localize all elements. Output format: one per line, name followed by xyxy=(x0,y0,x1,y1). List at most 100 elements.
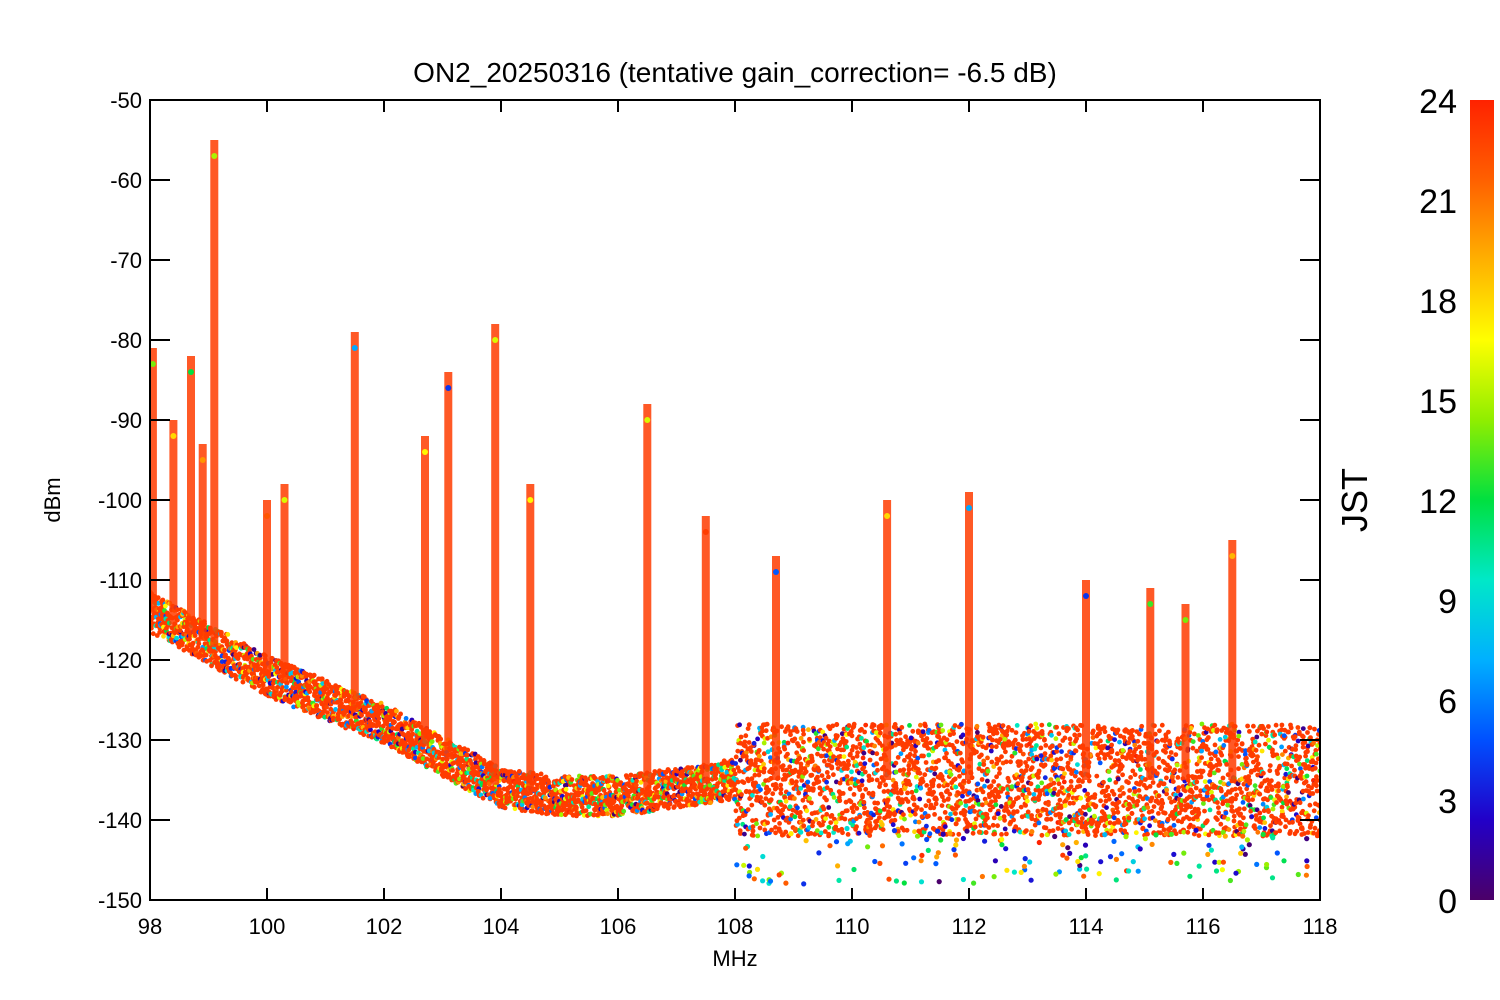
noise-point xyxy=(324,704,329,710)
noise-point xyxy=(989,799,994,805)
noise-point xyxy=(755,736,760,742)
noise-point xyxy=(569,777,575,782)
noise-point xyxy=(1033,721,1039,727)
noise-point xyxy=(861,745,867,751)
noise-point xyxy=(1073,748,1078,753)
noise-point xyxy=(1035,808,1041,814)
noise-point xyxy=(1115,751,1120,757)
noise-point xyxy=(948,811,953,817)
noise-point xyxy=(761,761,766,767)
noise-point xyxy=(871,722,877,728)
noise-point xyxy=(912,811,918,817)
noise-point xyxy=(209,663,214,669)
noise-point xyxy=(906,763,912,769)
noise-point xyxy=(763,728,769,734)
noise-point xyxy=(972,824,978,830)
noise-point xyxy=(741,780,747,785)
noise-point xyxy=(1111,791,1117,797)
noise-point xyxy=(913,774,919,780)
noise-point xyxy=(1034,743,1039,748)
noise-point xyxy=(960,785,965,790)
noise-point xyxy=(905,799,911,804)
noise-point xyxy=(874,823,879,829)
noise-point xyxy=(1121,791,1126,796)
noise-point xyxy=(907,723,912,728)
noise-point xyxy=(1094,773,1100,779)
noise-point xyxy=(1043,825,1049,831)
noise-point xyxy=(782,804,788,810)
noise-point xyxy=(462,763,467,768)
chart-title: ON2_20250316 (tentative gain_correction=… xyxy=(413,57,1057,88)
noise-point xyxy=(824,770,830,775)
noise-point xyxy=(859,782,865,788)
noise-point xyxy=(1059,749,1064,754)
noise-point xyxy=(942,824,948,829)
noise-point xyxy=(985,815,990,821)
noise-point xyxy=(738,734,744,740)
noise-point xyxy=(970,830,976,836)
noise-point xyxy=(311,672,317,678)
noise-point xyxy=(956,831,962,837)
noise-point xyxy=(924,823,929,829)
noise-point xyxy=(1000,723,1006,728)
noise-point xyxy=(912,829,917,835)
noise-point xyxy=(1046,802,1051,807)
noise-point xyxy=(227,658,233,664)
noise-point xyxy=(819,773,825,778)
noise-point xyxy=(1096,756,1102,761)
noise-point xyxy=(1062,803,1068,808)
noise-point xyxy=(796,790,802,796)
noise-point xyxy=(807,736,812,742)
noise-point xyxy=(949,817,955,823)
noise-point xyxy=(1114,805,1120,811)
noise-point xyxy=(1011,817,1016,823)
noise-point xyxy=(1031,792,1037,797)
noise-point xyxy=(988,748,994,754)
noise-point xyxy=(850,809,856,815)
noise-point xyxy=(748,762,754,767)
noise-point xyxy=(944,751,949,756)
noise-point xyxy=(533,776,539,782)
noise-point xyxy=(859,778,865,784)
noise-point xyxy=(983,830,989,835)
noise-point xyxy=(1039,729,1045,734)
noise-point xyxy=(1024,828,1029,833)
noise-point xyxy=(1042,775,1048,781)
noise-point xyxy=(851,724,857,729)
noise-point xyxy=(739,792,744,797)
noise-point xyxy=(844,744,850,750)
noise-point xyxy=(687,798,692,804)
noise-point xyxy=(931,777,937,783)
noise-point xyxy=(926,798,932,804)
noise-point xyxy=(926,752,932,758)
noise-point xyxy=(862,769,868,775)
noise-point xyxy=(628,772,634,778)
noise-point xyxy=(279,688,285,694)
noise-point xyxy=(843,739,849,744)
noise-point xyxy=(1013,730,1019,735)
noise-point xyxy=(1098,798,1103,804)
noise-point xyxy=(948,772,954,777)
noise-point xyxy=(1077,783,1083,789)
noise-point xyxy=(225,632,231,637)
noise-point xyxy=(545,810,551,816)
noise-point xyxy=(539,799,544,805)
noise-point xyxy=(953,811,958,816)
noise-point xyxy=(927,831,933,837)
noise-point xyxy=(1112,828,1118,834)
noise-point xyxy=(392,719,397,725)
noise-point xyxy=(956,817,961,822)
noise-point xyxy=(733,761,738,766)
noise-point xyxy=(933,795,939,801)
noise-point xyxy=(689,765,695,770)
noise-point xyxy=(908,735,914,741)
noise-point xyxy=(851,792,857,797)
noise-point xyxy=(860,755,866,761)
noise-point xyxy=(995,823,1000,829)
noise-point xyxy=(901,767,907,773)
noise-point xyxy=(797,755,803,761)
noise-point xyxy=(982,783,987,789)
noise-point xyxy=(916,819,922,825)
noise-point xyxy=(834,722,839,728)
noise-point xyxy=(937,816,943,821)
